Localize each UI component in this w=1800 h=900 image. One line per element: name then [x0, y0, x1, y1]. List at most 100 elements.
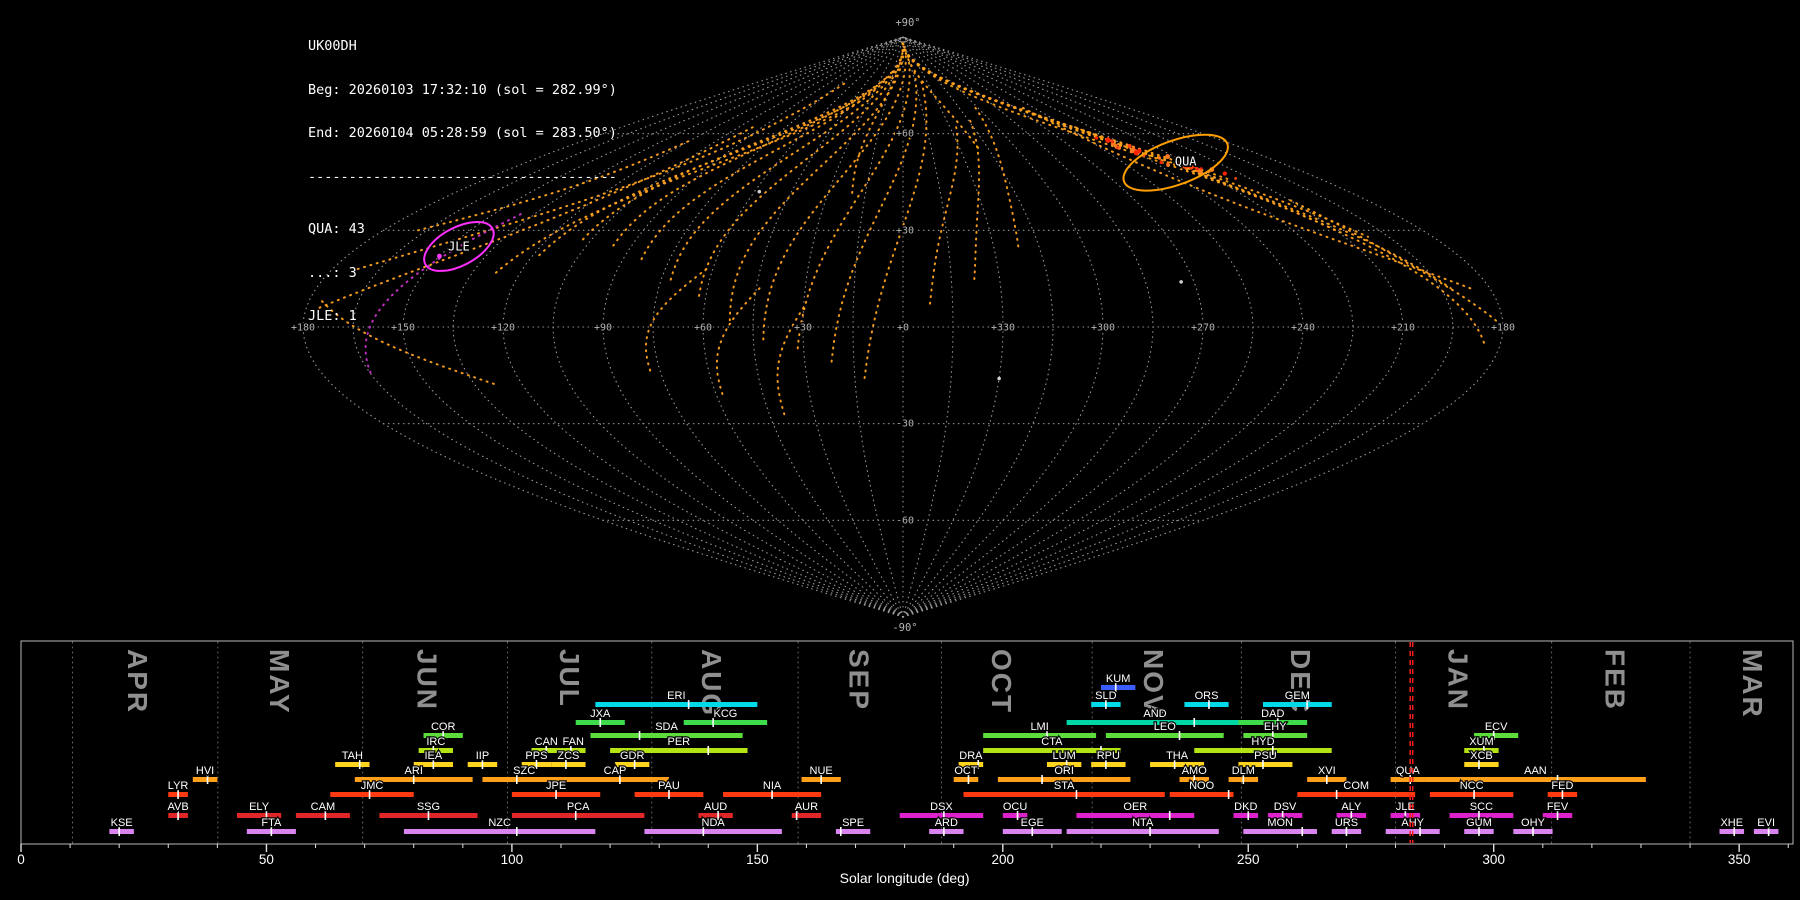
axis-tick-label: 300	[1482, 852, 1505, 867]
shower-bar	[403, 829, 596, 834]
shower-label: KUM	[1106, 673, 1130, 685]
shower-bar	[1066, 829, 1219, 834]
shower-label: NIA	[763, 780, 782, 792]
shower-bar	[1424, 777, 1646, 782]
shower-peak-tick	[1173, 760, 1176, 769]
shower-peak-tick	[442, 731, 444, 740]
qua-ellipse	[1122, 133, 1229, 192]
jle-label: JLE	[448, 239, 470, 253]
shower-peak-tick	[1492, 731, 1495, 740]
shower-bar	[1091, 762, 1126, 767]
shower-bar	[610, 748, 748, 753]
radiant-track	[609, 71, 893, 251]
shower-peak-tick	[206, 775, 209, 784]
shower-label: URS	[1335, 817, 1358, 829]
month-label: FEB	[1599, 649, 1630, 711]
shower-peak-tick	[516, 775, 518, 784]
map-grid-meridian	[902, 36, 1504, 618]
shower-label: LUM	[1053, 750, 1076, 762]
shower-bar	[1233, 813, 1259, 818]
shower-peak-tick	[118, 827, 120, 836]
axis-tick-label: 0	[17, 852, 25, 867]
map-grid-meridian	[902, 36, 1204, 618]
shower-label: AAN	[1524, 765, 1547, 777]
shower-peak-tick	[1105, 760, 1107, 769]
map-lat-label: -30	[896, 419, 914, 430]
shower-peak-tick	[707, 746, 710, 755]
shower-bar	[1184, 702, 1229, 707]
shower-peak-tick	[1168, 811, 1171, 820]
shower-label: STA	[1054, 780, 1075, 792]
map-grid-meridian	[852, 36, 904, 618]
axis-tick-label: 200	[992, 852, 1015, 867]
qua-cluster-dot	[1129, 147, 1136, 154]
shower-bar	[1076, 813, 1195, 818]
shower-peak-tick	[1271, 731, 1274, 740]
shower-label: XVI	[1318, 765, 1336, 777]
map-lon-label: +60	[694, 323, 712, 334]
shower-bar	[1464, 748, 1499, 753]
shower-bar	[835, 829, 871, 834]
shower-label: FEV	[1547, 801, 1569, 813]
shower-label: DSX	[930, 801, 953, 813]
shower-peak-tick	[1242, 775, 1245, 784]
radiant-track	[728, 48, 905, 322]
shower-label: RPU	[1097, 750, 1120, 762]
radiant-track	[318, 126, 754, 309]
shower-label: JXA	[590, 708, 611, 720]
shower-peak-tick	[1733, 827, 1736, 836]
month-label: NOV	[1138, 649, 1169, 716]
shower-label: FED	[1551, 780, 1573, 792]
radiant-track	[491, 100, 861, 277]
count-jle: JLE: 1	[308, 308, 357, 324]
shower-peak-tick	[1306, 700, 1308, 709]
qua-cluster-dot	[1193, 165, 1197, 169]
shower-label: ORI	[1054, 765, 1074, 777]
shower-bar	[560, 748, 586, 753]
shower-bar	[958, 762, 984, 767]
shower-peak-tick	[599, 718, 602, 727]
shower-label: OHY	[1521, 817, 1546, 829]
shower-bar	[335, 762, 370, 767]
shower-label: SLD	[1095, 690, 1116, 702]
shower-bar	[295, 813, 350, 818]
map-lat-label: -60	[896, 515, 914, 526]
shower-peak-tick	[633, 760, 636, 769]
shower-peak-tick	[1208, 700, 1210, 709]
shower-label: KCG	[714, 708, 738, 720]
shower-bar	[1066, 720, 1244, 725]
shower-label: SSG	[417, 801, 440, 813]
shower-bar	[1297, 792, 1416, 797]
shower-label: DKD	[1234, 801, 1257, 813]
qua-label: QUA	[1175, 155, 1197, 169]
shower-peak-tick	[1556, 775, 1559, 784]
shower-label: GDR	[620, 750, 645, 762]
radiant-track	[321, 300, 499, 386]
shower-bar	[236, 813, 282, 818]
radiant-track	[762, 55, 907, 341]
qua-cluster-dot	[1110, 139, 1113, 143]
map-lon-label: +180	[1491, 323, 1515, 334]
radiant-track	[830, 71, 918, 367]
shower-peak-tick	[368, 790, 371, 799]
shower-peak-tick	[840, 827, 842, 836]
shower-label: ELY	[249, 801, 270, 813]
shower-peak-tick	[1149, 827, 1151, 836]
axis-title: Solar longitude (deg)	[840, 870, 970, 886]
radiant-track	[1180, 164, 1486, 345]
sporadic-dot	[997, 376, 1001, 381]
shower-peak-tick	[177, 811, 179, 820]
shower-label: LEO	[1154, 721, 1176, 733]
shower-label: LMI	[1030, 721, 1048, 733]
map-lon-label: +0	[897, 323, 909, 334]
qua-cluster-dot	[1178, 160, 1182, 164]
axis-tick-label: 150	[746, 852, 769, 867]
map-lon-label: +240	[1291, 323, 1315, 334]
qua-cluster-dot	[1165, 154, 1171, 160]
map-grid-meridian	[902, 36, 954, 618]
shower-label: ZCS	[557, 750, 579, 762]
shower-label: ERI	[667, 690, 685, 702]
qua-cluster-dot	[1222, 171, 1227, 176]
shower-label: JMC	[361, 780, 384, 792]
